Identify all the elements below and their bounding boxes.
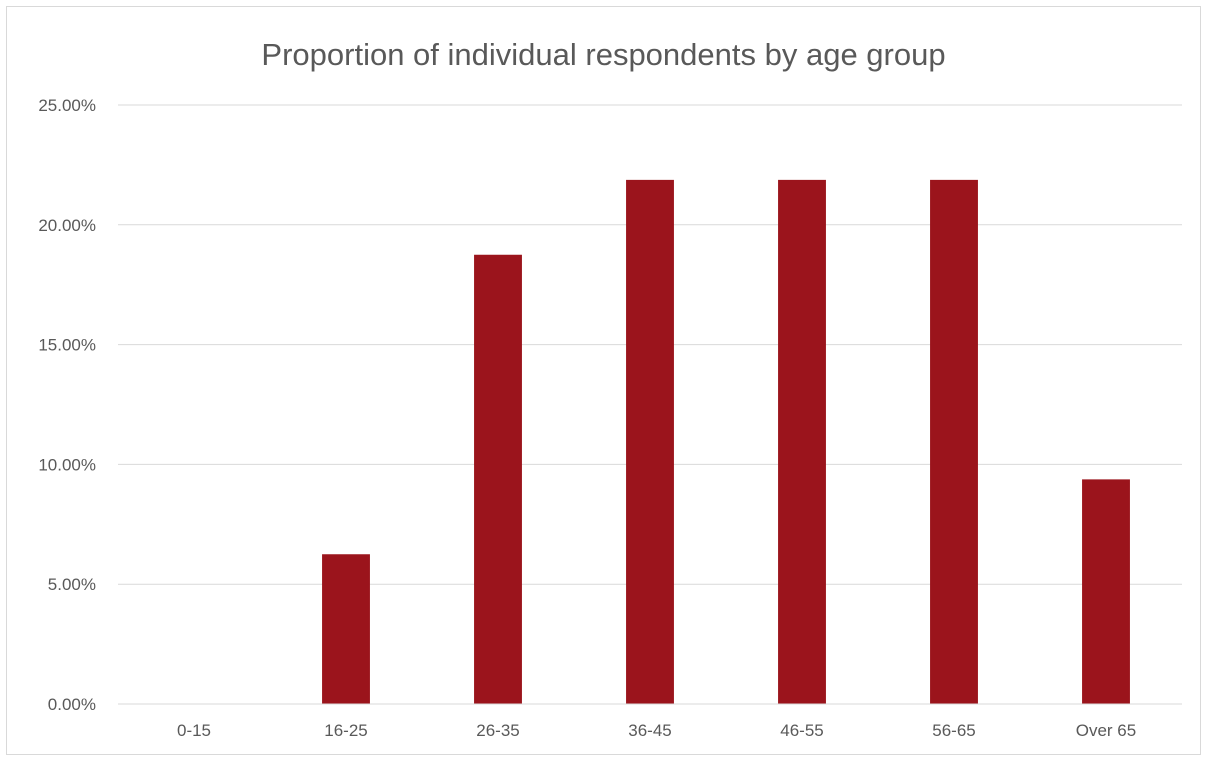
y-tick-label: 25.00% [38,96,96,115]
y-axis-tick-labels: 0.00% 5.00% 10.00% 15.00% 20.00% 25.00% [38,96,96,714]
bar [930,179,978,704]
y-tick-label: 20.00% [38,216,96,235]
bars [322,179,1130,704]
bar [626,179,674,704]
y-tick-label: 5.00% [48,575,96,594]
x-tick-label: 16-25 [324,721,367,740]
x-tick-label: 0-15 [177,721,211,740]
x-tick-label: 46-55 [780,721,823,740]
x-tick-label: 36-45 [628,721,671,740]
y-tick-label: 0.00% [48,695,96,714]
y-tick-label: 15.00% [38,336,96,355]
x-axis-tick-labels: 0-15 16-25 26-35 36-45 46-55 56-65 Over 65 [177,721,1136,740]
chart-title: Proportion of individual respondents by … [261,37,946,72]
x-tick-label: 26-35 [476,721,519,740]
x-tick-label: 56-65 [932,721,975,740]
chart-area: Proportion of individual respondents by … [6,6,1201,755]
y-tick-label: 10.00% [38,455,96,474]
x-tick-label: Over 65 [1076,721,1136,740]
bar [778,179,826,704]
bar [322,554,370,704]
bar [1082,479,1130,704]
bar [474,254,522,704]
